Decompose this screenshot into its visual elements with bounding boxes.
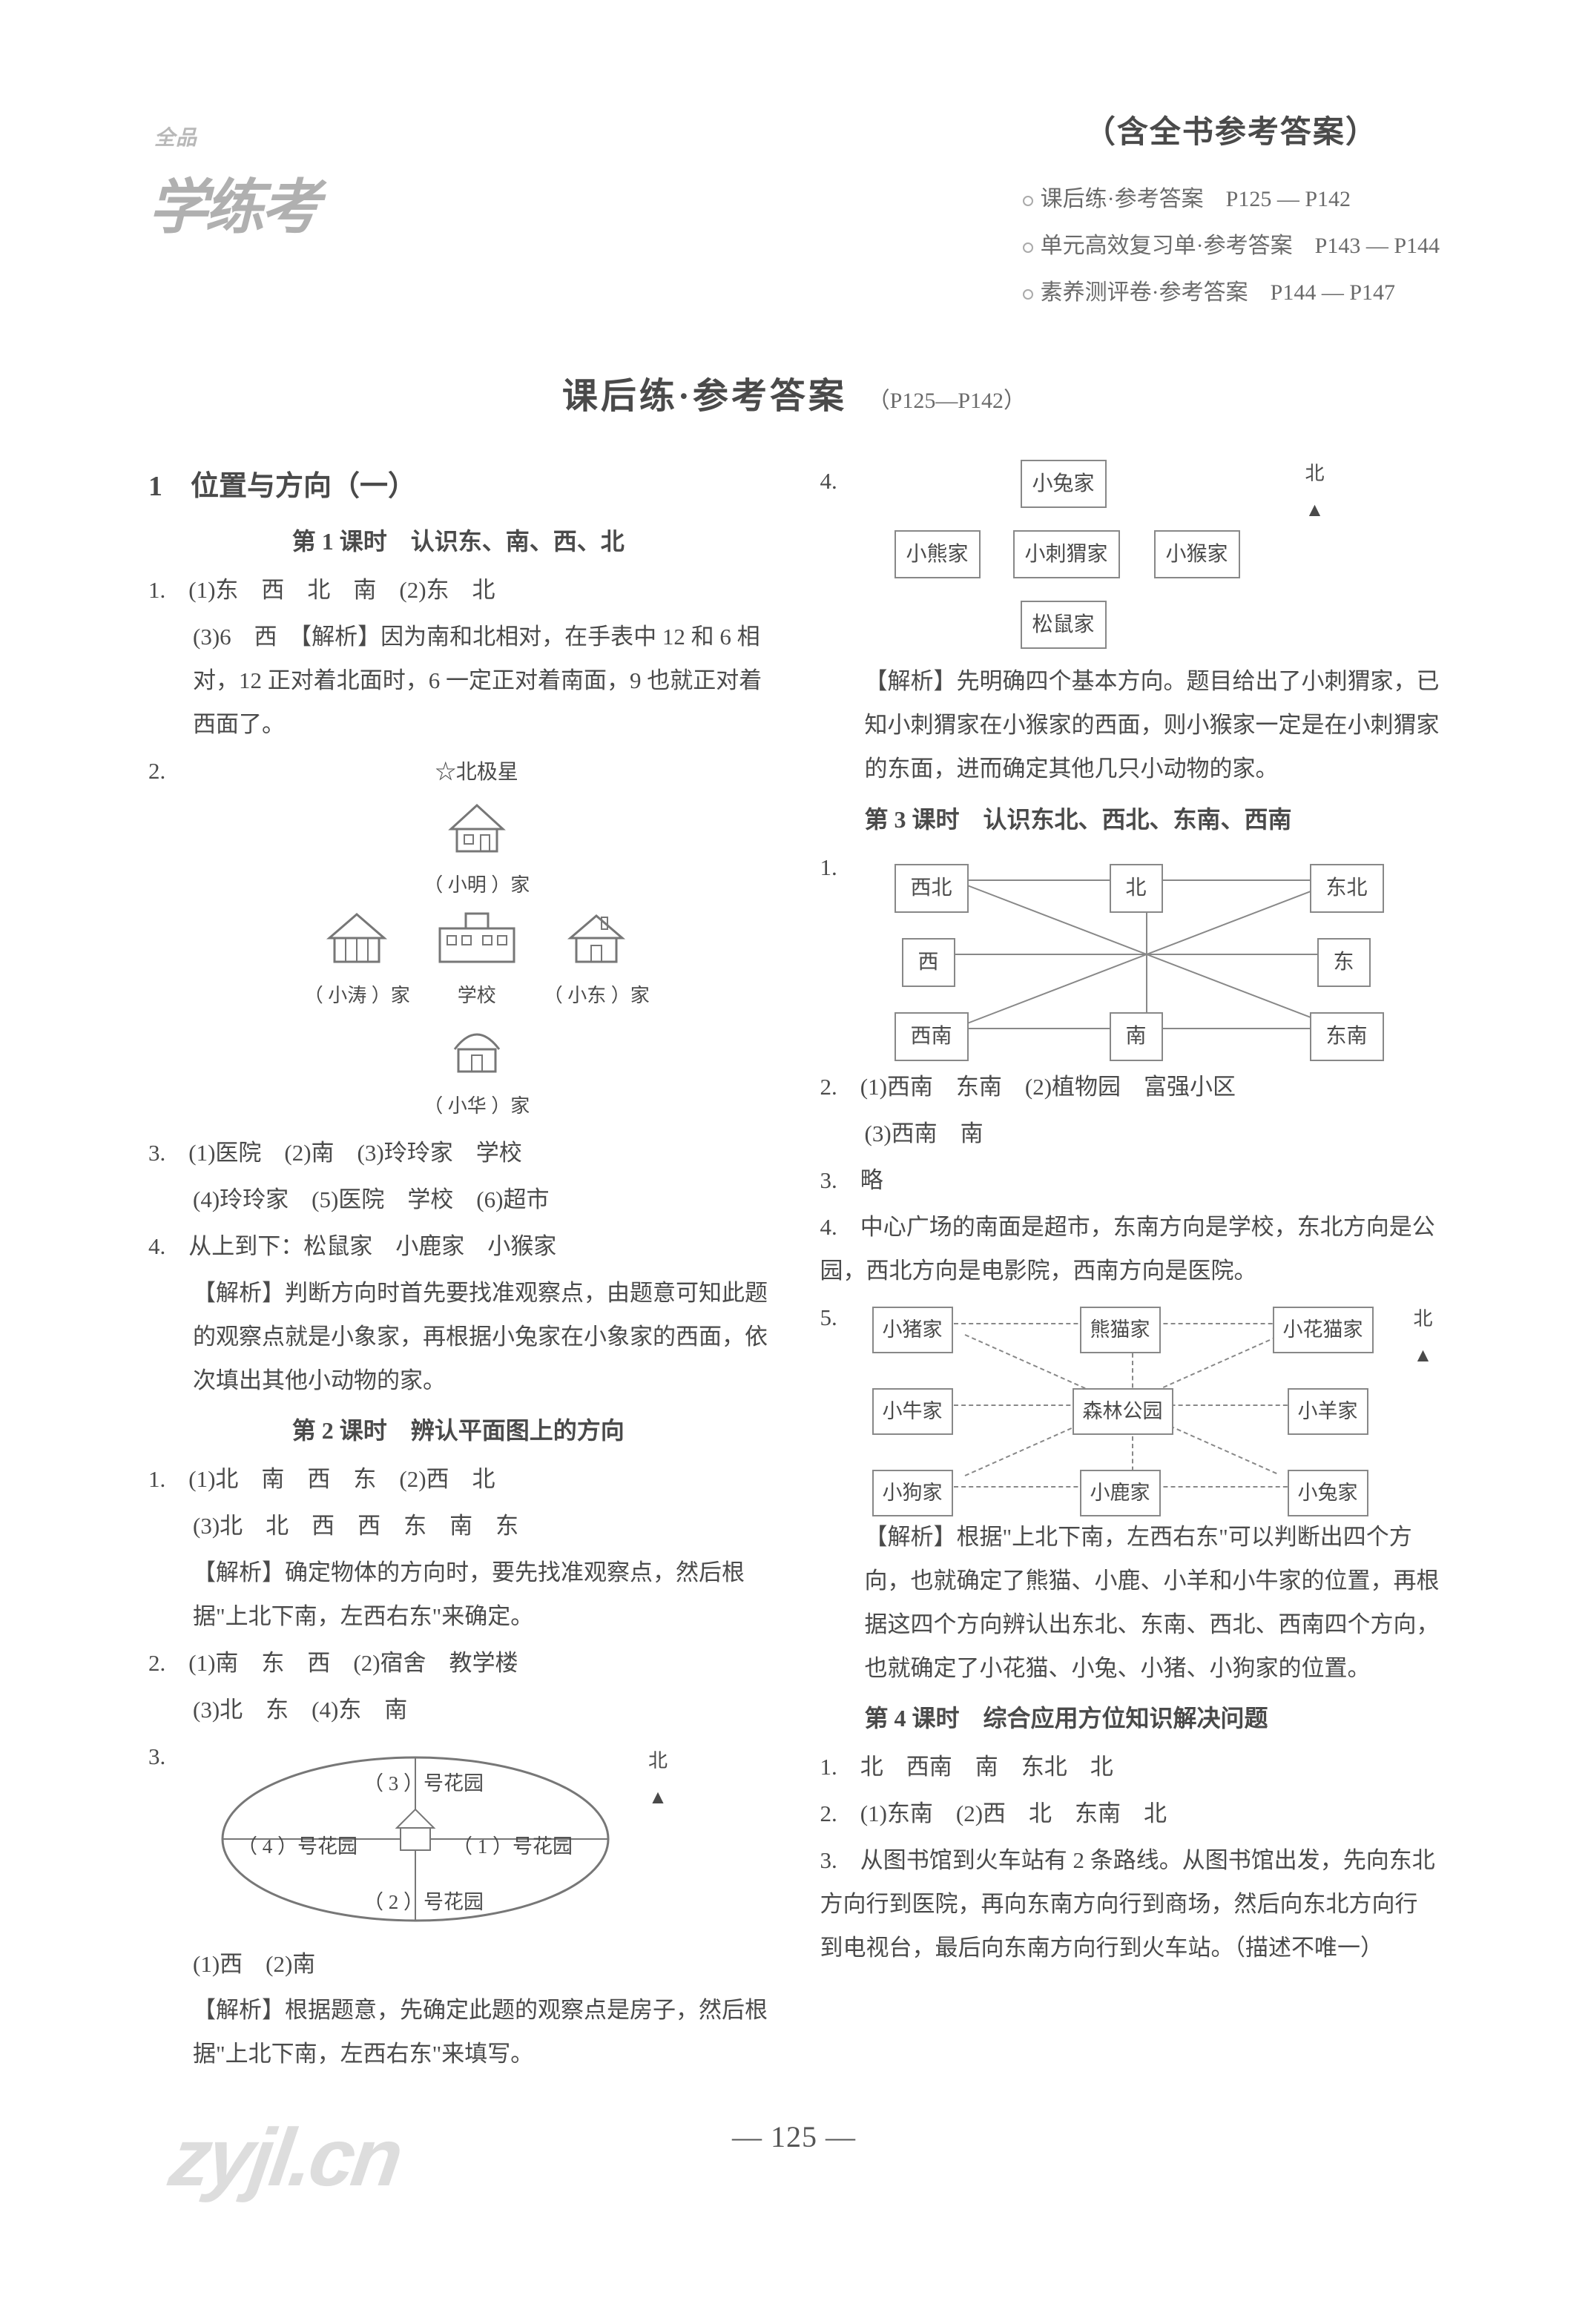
- forest-figure: 小猪家 熊猫家 小花猫家 小牛家 森林公园 小羊家 小狗家 小鹿家 小兔家: [857, 1301, 1406, 1508]
- lesson1-title: 第 1 课时 认识东、南、西、北: [148, 519, 768, 564]
- l3-q1-label: 1.: [820, 846, 857, 1066]
- garden-top: （ 3 ）号花园: [363, 1765, 484, 1803]
- garden-figure: （ 3 ）号花园 （ 4 ）号花园 （ 1 ）号花园 （ 2 ）号花园 北 ▲: [208, 1743, 623, 1935]
- main-title: 课后练·参考答案 （P125—P142）: [148, 363, 1440, 430]
- house-ming: （ 小明 ）家: [424, 799, 530, 904]
- l2-q3a: (1)西 (2)南: [148, 1943, 768, 1987]
- house-icon: [563, 910, 630, 965]
- l1-q4a: 4. 从上到下：松鼠家 小鹿家 小猴家: [148, 1225, 768, 1269]
- l2-q2a: 2. (1)南 东 西 (2)宿舍 教学楼: [148, 1642, 768, 1686]
- l4-q3: 3. 从图书馆到火车站有 2 条路线。从图书馆出发，先向东北方向行到医院，再向东…: [820, 1839, 1440, 1970]
- dir-se: 东南: [1310, 1012, 1384, 1060]
- bullet-icon: [1023, 289, 1033, 300]
- l1-q3b: (4)玲玲家 (5)医院 学校 (6)超市: [148, 1178, 768, 1222]
- toc-line-3: 素养测评卷·参考答案 P144 — P147: [1023, 271, 1440, 314]
- animals-figure: 小兔家 小熊家 小刺猬家 小猴家 松鼠家 北 ▲: [887, 460, 1302, 653]
- lesson2-title: 第 2 课时 辨认平面图上的方向: [148, 1408, 768, 1453]
- l2-q2b: (3)北 东 (4)东 南: [148, 1688, 768, 1732]
- garden-right: （ 1 ）号花园: [452, 1828, 573, 1866]
- f-cow: 小牛家: [872, 1388, 953, 1435]
- house-icon: [444, 1020, 510, 1075]
- house-dong: （ 小东 ）家: [544, 910, 650, 1014]
- garden-bottom: （ 2 ）号花园: [363, 1884, 484, 1921]
- right-column: 4. 小兔家 小熊家 小刺猬家 小猴家 松鼠家 北 ▲ 【解析】先明确四个基本方…: [820, 460, 1440, 2079]
- compass-icon: 北 ▲: [1305, 455, 1324, 529]
- r-q4-label: 4.: [820, 460, 857, 660]
- dir-e: 东: [1317, 938, 1371, 986]
- lesson4-title: 第 4 课时 综合应用方位知识解决问题: [820, 1696, 1440, 1741]
- header-row: 全品 学练考 （含全书参考答案） 课后练·参考答案 P125 — P142 单元…: [148, 104, 1440, 318]
- toc-block: （含全书参考答案） 课后练·参考答案 P125 — P142 单元高效复习单·参…: [1023, 104, 1440, 318]
- columns: 1 位置与方向（一） 第 1 课时 认识东、南、西、北 1. (1)东 西 北 …: [148, 460, 1440, 2079]
- compass-icon: 北 ▲: [1414, 1301, 1433, 1374]
- main-title-small: （P125—P142）: [868, 389, 1026, 413]
- l2-q1b: (3)北 北 西 西 东 南 东: [148, 1505, 768, 1548]
- lesson3-title: 第 3 课时 认识东北、西北、东南、西南: [820, 797, 1440, 842]
- box-monkey: 小猴家: [1154, 530, 1240, 578]
- l2-q1a: 1. (1)北 南 西 东 (2)西 北: [148, 1458, 768, 1502]
- dir-n: 北: [1110, 864, 1163, 912]
- dir-w: 西: [902, 938, 955, 986]
- bullet-icon: [1023, 196, 1033, 206]
- box-bear: 小熊家: [895, 530, 981, 578]
- l4-q1: 1. 北 西南 南 东北 北: [820, 1746, 1440, 1789]
- f-pig: 小猪家: [872, 1307, 953, 1353]
- l1-q1a: 1. (1)东 西 北 南 (2)东 北: [148, 569, 768, 613]
- house-hua: （ 小华 ）家: [424, 1020, 530, 1124]
- left-column: 1 位置与方向（一） 第 1 课时 认识东、南、西、北 1. (1)东 西 北 …: [148, 460, 768, 2079]
- f-rabbit: 小兔家: [1288, 1470, 1368, 1516]
- l3-q5-exp: 【解析】根据"上北下南，左西右东"可以判断出四个方向，也就确定了熊猫、小鹿、小羊…: [820, 1516, 1440, 1691]
- houses-figure: （ 小明 ）家 （ 小涛 ）家 学校: [185, 799, 768, 1124]
- bullet-icon: [1023, 242, 1033, 253]
- dir-s: 南: [1110, 1012, 1163, 1060]
- toc-title: （含全书参考答案）: [1023, 104, 1440, 163]
- l2-q1c: 【解析】确定物体的方向时，要先找准观察点，然后根据"上北下南，左西右东"来确定。: [148, 1551, 768, 1639]
- box-hedgehog: 小刺猬家: [1013, 530, 1120, 578]
- garden-left: （ 4 ）号花园: [237, 1828, 358, 1866]
- l2-q3-label: 3.: [148, 1735, 185, 1943]
- dir-nw: 西北: [895, 864, 969, 912]
- school-icon: [432, 910, 521, 965]
- r-q4-exp: 【解析】先明确四个基本方向。题目给出了小刺猬家，已知小刺猬家在小猴家的西面，则小…: [820, 660, 1440, 791]
- l3-q2a: 2. (1)西南 东南 (2)植物园 富强小区: [820, 1066, 1440, 1109]
- l1-q3a: 3. (1)医院 (2)南 (3)玲玲家 学校: [148, 1132, 768, 1175]
- f-sheep: 小羊家: [1288, 1388, 1368, 1435]
- box-squirrel: 松鼠家: [1021, 601, 1107, 649]
- logo-block: 全品 学练考: [148, 119, 317, 265]
- l1-q2-label: 2.: [148, 750, 185, 1132]
- f-dog: 小狗家: [872, 1470, 953, 1516]
- l2-q3b: 【解析】根据题意，先确定此题的观察点是房子，然后根据"上北下南，左西右东"来填写…: [148, 1989, 768, 2076]
- l3-q4: 4. 中心广场的南面是超市，东南方向是学校，东北方向是公园，西北方向是电影院，西…: [820, 1206, 1440, 1293]
- main-title-big: 课后练·参考答案: [562, 377, 847, 416]
- north-star-label: ☆北极星: [185, 753, 768, 792]
- l3-q2b: (3)西南 南: [820, 1112, 1440, 1156]
- house-icon: [323, 910, 390, 965]
- dir-sw: 西南: [895, 1012, 969, 1060]
- logo-main: 学练考: [148, 152, 317, 265]
- l3-q5-label: 5.: [820, 1296, 857, 1516]
- f-deer: 小鹿家: [1080, 1470, 1161, 1516]
- compass-icon: 北 ▲: [648, 1743, 668, 1816]
- l3-q3: 3. 略: [820, 1159, 1440, 1203]
- f-park: 森林公园: [1073, 1388, 1173, 1435]
- f-panda: 熊猫家: [1080, 1307, 1161, 1353]
- f-cat: 小花猫家: [1273, 1307, 1374, 1353]
- unit-title: 1 位置与方向（一）: [148, 460, 768, 513]
- l4-q2: 2. (1)东南 (2)西 北 东南 北: [820, 1792, 1440, 1836]
- toc-line-1: 课后练·参考答案 P125 — P142: [1023, 178, 1440, 220]
- direction-map: 西北 北 东北 西 东 西南 南 东南: [865, 851, 1429, 1058]
- toc-line-2: 单元高效复习单·参考答案 P143 — P144: [1023, 225, 1440, 267]
- dir-ne: 东北: [1310, 864, 1384, 912]
- house-tao: （ 小涛 ）家: [304, 910, 410, 1014]
- house-icon: [444, 799, 510, 855]
- l1-q1b: (3)6 西 【解析】因为南和北相对，在手表中 12 和 6 相对，12 正对着…: [148, 615, 768, 747]
- l1-q4b: 【解析】判断方向时首先要找准观察点，由题意可知此题的观察点就是小象家，再根据小兔…: [148, 1272, 768, 1403]
- watermark: zyjl.cn: [159, 2080, 410, 2235]
- school: 学校: [432, 910, 521, 1014]
- box-rabbit: 小兔家: [1021, 460, 1107, 508]
